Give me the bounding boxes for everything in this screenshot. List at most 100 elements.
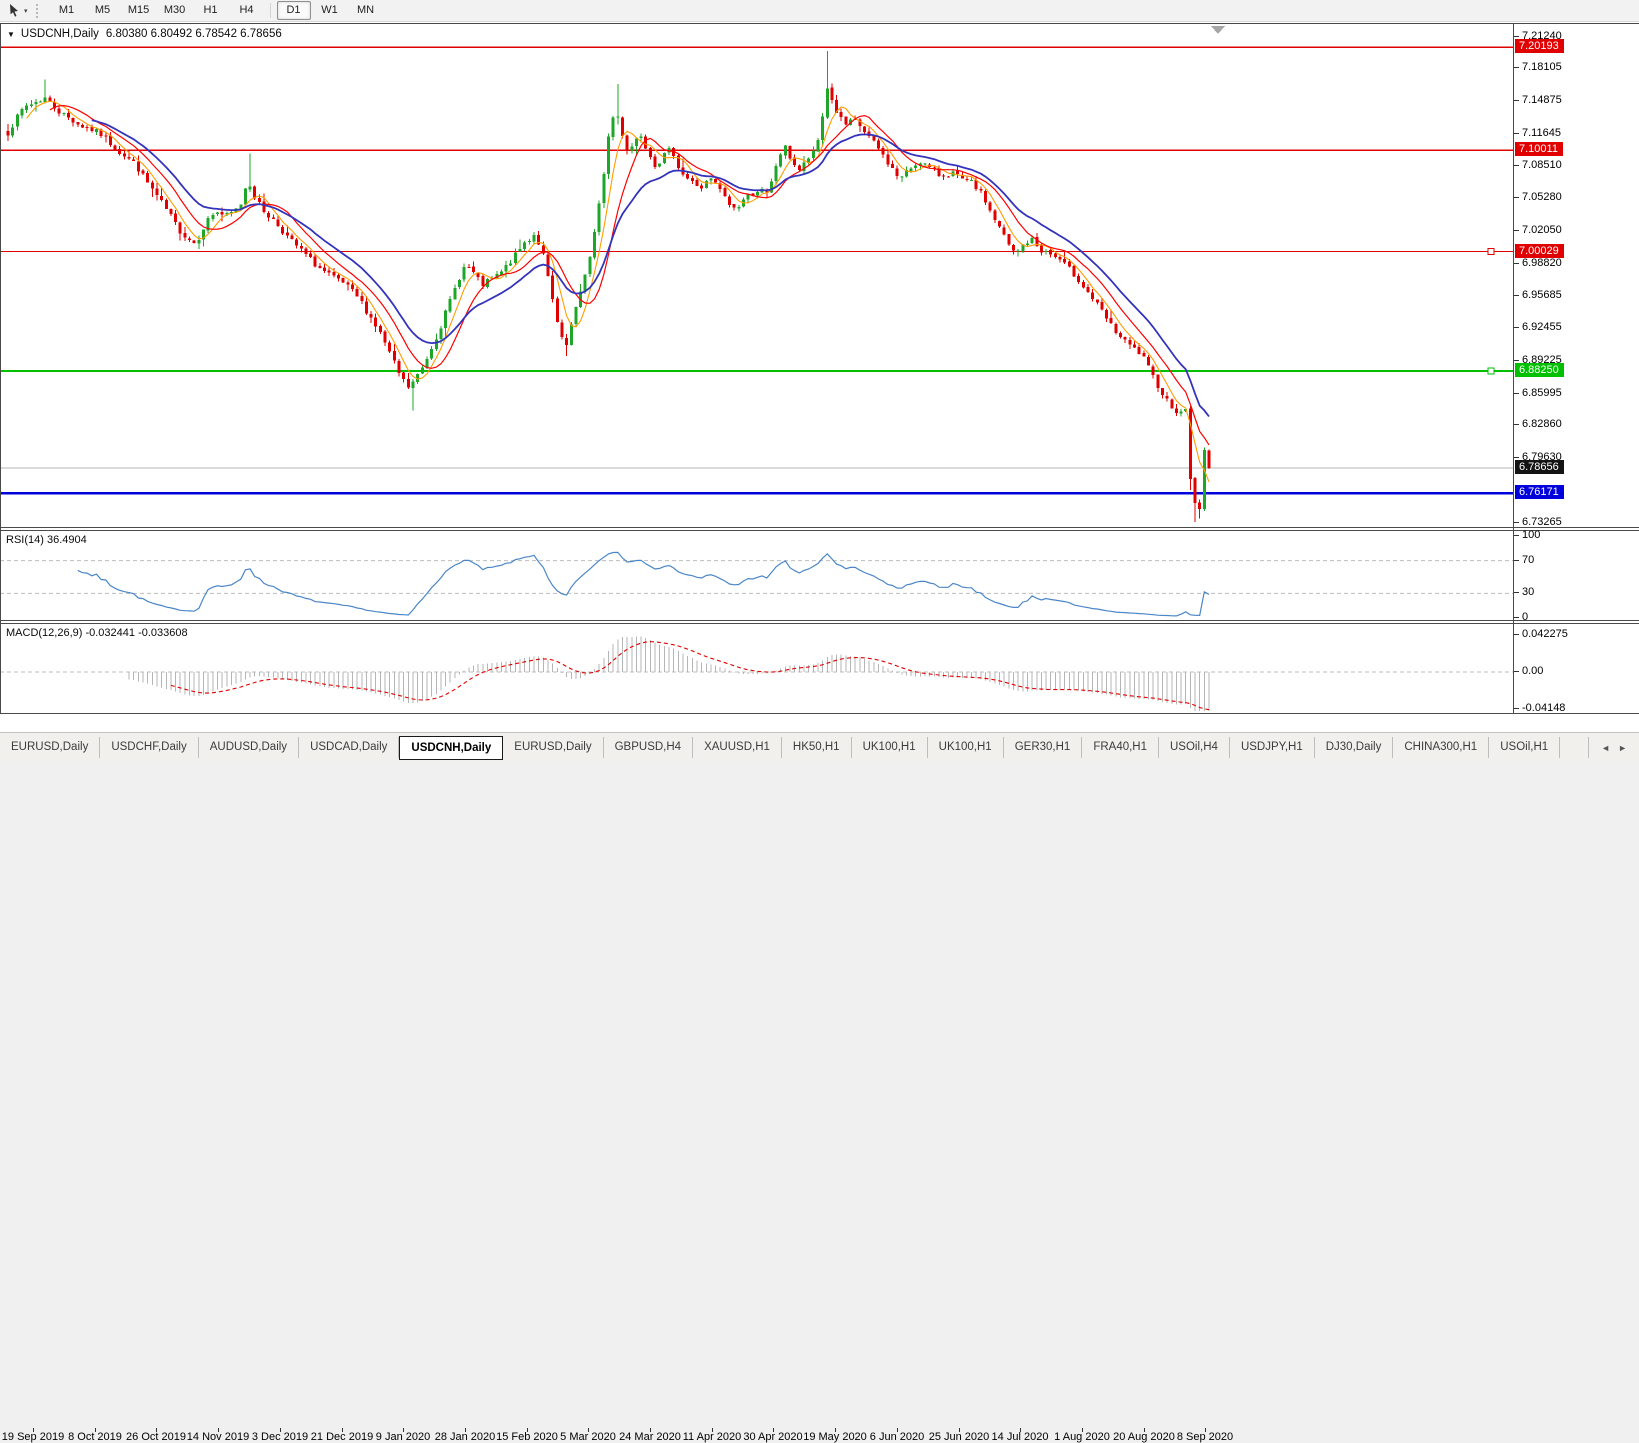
- timeframe-button-m30[interactable]: M30: [163, 4, 186, 16]
- macd-label: MACD(12,26,9) -0.032441 -0.033608: [6, 627, 188, 639]
- cursor-tool-dropdown-icon[interactable]: ▾: [24, 7, 28, 15]
- x-axis-label: 19 Sep 2019: [1, 1431, 65, 1443]
- chart-tab-dj30-daily[interactable]: DJ30,Daily: [1315, 737, 1394, 758]
- chart-tab-eurusd-daily[interactable]: EURUSD,Daily: [0, 737, 101, 758]
- bid-price-badge: 6.78656: [1515, 460, 1564, 474]
- y-axis-tick: [1514, 360, 1519, 361]
- chart-tab-bar: EURUSD,Daily USDCHF,Daily AUDUSD,Daily USDC…: [0, 732, 1639, 762]
- cursor-tool-button[interactable]: ▾: [4, 2, 31, 20]
- x-axis-label: 14 Jul 2020: [991, 1431, 1049, 1443]
- price-badge-7.10011: 7.10011: [1515, 142, 1563, 156]
- price-badge-7.20193: 7.20193: [1515, 39, 1564, 53]
- price-axis-border: [1513, 23, 1514, 714]
- chart-tab-eurusd-daily[interactable]: EURUSD,Daily: [503, 737, 604, 758]
- chart-collapse-icon[interactable]: ▼: [7, 29, 15, 39]
- macd-axis-tick: [1514, 708, 1519, 709]
- x-axis-label: 26 Oct 2019: [126, 1431, 186, 1443]
- chart-tab-usoil-h4[interactable]: USOil,H4: [1159, 737, 1230, 758]
- rsi-axis-label: 100: [1522, 529, 1541, 541]
- macd-axis-tick: [1514, 671, 1519, 672]
- chart-tab-ger30-h1[interactable]: GER30,H1: [1004, 737, 1083, 758]
- y-axis-tick: [1514, 393, 1519, 394]
- timeframe-button-d1[interactable]: D1: [276, 1, 311, 20]
- timeframe-toolbar: ▾ M1 M5 M15 M30 H1 H4 D1 W1 MN: [0, 0, 1639, 22]
- x-axis-label: 8 Sep 2020: [1176, 1431, 1234, 1443]
- chart-tab-fra40-h1[interactable]: FRA40,H1: [1082, 737, 1159, 758]
- timeframe-button-mn[interactable]: MN: [356, 4, 375, 16]
- y-axis-label: 7.14875: [1522, 94, 1562, 106]
- y-axis-label: 6.85995: [1522, 387, 1562, 399]
- timeframe-button-w1[interactable]: W1: [321, 4, 338, 16]
- rsi-label: RSI(14) 36.4904: [6, 534, 87, 546]
- timeframe-buttons: M1 M5 M15 M30 H1 H4 D1 W1 MN: [49, 1, 384, 20]
- tab-scroll-buttons: ◄ ►: [1588, 737, 1639, 758]
- x-axis-label: 6 Jun 2020: [869, 1431, 925, 1443]
- tab-scroll-right-icon[interactable]: ►: [1618, 742, 1627, 753]
- chart-title: ▼ USDCNH,Daily 6.80380 6.80492 6.78542 6…: [7, 28, 282, 40]
- chart-tab-usoil-h1[interactable]: USOil,H1: [1489, 737, 1561, 758]
- y-axis-label: 6.73265: [1522, 516, 1562, 528]
- x-axis-label: 11 Apr 2020: [682, 1431, 742, 1443]
- y-axis-tick: [1514, 100, 1519, 101]
- chart-tab-usdchf-daily[interactable]: USDCHF,Daily: [100, 737, 199, 758]
- rsi-axis-label: 30: [1522, 586, 1535, 598]
- x-axis-label: 28 Jan 2020: [434, 1431, 496, 1443]
- rsi-axis-tick: [1514, 592, 1519, 593]
- toolbar-separator: [269, 3, 271, 18]
- time-axis[interactable]: 19 Sep 2019 8 Oct 2019 26 Oct 2019 14 Nov 2…: [0, 714, 1639, 1443]
- price-chart-panel[interactable]: ▼ USDCNH,Daily 6.80380 6.80492 6.78542 6…: [0, 23, 1639, 528]
- y-axis-label: 6.98820: [1522, 257, 1562, 269]
- y-axis-tick: [1514, 197, 1519, 198]
- x-axis-label: 20 Aug 2020: [1113, 1431, 1175, 1443]
- x-axis-label: 30 Apr 2020: [743, 1431, 803, 1443]
- chart-tab-gbpusd-h4[interactable]: GBPUSD,H4: [604, 737, 694, 758]
- chart-tab-uk100-h1[interactable]: UK100,H1: [928, 737, 1004, 758]
- macd-indicator-panel[interactable]: MACD(12,26,9) -0.032441 -0.033608: [0, 623, 1639, 714]
- y-axis-label: 7.08510: [1522, 159, 1562, 171]
- chart-tab-audusd-daily[interactable]: AUDUSD,Daily: [199, 737, 300, 758]
- x-axis-label: 1 Aug 2020: [1054, 1431, 1110, 1443]
- rsi-axis-tick: [1514, 535, 1519, 536]
- timeframe-button-m5[interactable]: M5: [94, 4, 111, 16]
- chart-tabs: EURUSD,Daily USDCHF,Daily AUDUSD,Daily USDC…: [0, 735, 1561, 760]
- y-axis-tick: [1514, 133, 1519, 134]
- y-axis-tick: [1514, 327, 1519, 328]
- y-axis-tick: [1514, 230, 1519, 231]
- price-badge-7.00029: 7.00029: [1515, 244, 1564, 258]
- chart-tab-usdcnh-daily[interactable]: USDCNH,Daily: [399, 735, 504, 760]
- chart-tab-uk100-h1[interactable]: UK100,H1: [852, 737, 928, 758]
- y-axis-tick: [1514, 165, 1519, 166]
- toolbar-grip-handle[interactable]: [35, 3, 42, 18]
- rsi-svg: [0, 551, 1513, 617]
- y-axis-tick: [1514, 522, 1519, 523]
- x-axis-label: 5 Mar 2020: [560, 1431, 616, 1443]
- chart-tab-usdjpy-h1[interactable]: USDJPY,H1: [1230, 737, 1315, 758]
- y-axis-label: 6.92455: [1522, 321, 1562, 333]
- rsi-indicator-panel[interactable]: RSI(14) 36.4904: [0, 530, 1639, 621]
- macd-axis-tick: [1514, 634, 1519, 635]
- macd-axis-label: 0.042275: [1522, 628, 1568, 640]
- crosshair-cursor-icon: [10, 4, 18, 17]
- x-axis-label: 15 Feb 2020: [496, 1431, 558, 1443]
- timeframe-button-m1[interactable]: M1: [58, 4, 75, 16]
- timeframe-button-m15[interactable]: M15: [127, 4, 150, 16]
- x-axis-label: 19 May 2020: [803, 1431, 867, 1443]
- chart-tab-xauusd-h1[interactable]: XAUUSD,H1: [693, 737, 782, 758]
- y-axis-label: 6.95685: [1522, 289, 1562, 301]
- x-axis-label: 3 Dec 2019: [251, 1431, 309, 1443]
- rsi-axis-tick: [1514, 560, 1519, 561]
- chart-tab-usdcad-daily[interactable]: USDCAD,Daily: [299, 737, 400, 758]
- macd-axis-label: -0.04148: [1522, 702, 1566, 714]
- y-axis-tick: [1514, 263, 1519, 264]
- price-badge-6.88250: 6.88250: [1515, 363, 1564, 377]
- y-axis-tick: [1514, 457, 1519, 458]
- y-axis-tick: [1514, 424, 1519, 425]
- tab-scroll-left-icon[interactable]: ◄: [1601, 742, 1611, 753]
- chart-ohlc-values: 6.80380 6.80492 6.78542 6.78656: [105, 28, 282, 40]
- chart-tab-hk50-h1[interactable]: HK50,H1: [782, 737, 852, 758]
- x-axis-label: 21 Dec 2019: [310, 1431, 374, 1443]
- timeframe-button-h4[interactable]: H4: [239, 4, 254, 16]
- timeframe-button-h1[interactable]: H1: [203, 4, 218, 16]
- chart-tab-china300-h1[interactable]: CHINA300,H1: [1393, 737, 1490, 758]
